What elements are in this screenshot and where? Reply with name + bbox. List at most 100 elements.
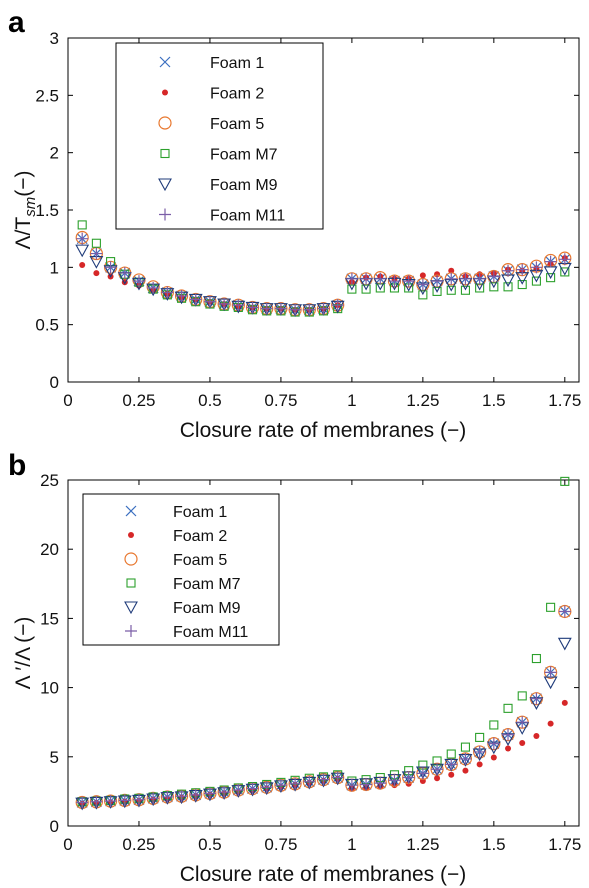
legend-label: Foam M11 <box>210 208 285 225</box>
x-tick-label: 1.5 <box>482 391 506 410</box>
x-axis-label-a: Closure rate of membranes (−) <box>180 419 467 442</box>
data-point <box>289 303 302 316</box>
data-point <box>402 275 415 288</box>
legend-b: Foam 1 Foam 2 Foam 5 Foam M7 Foam M9 Foam M11 <box>82 493 280 646</box>
data-point <box>218 786 231 799</box>
data-point <box>459 272 472 285</box>
data-point <box>76 796 89 809</box>
y-tick-label: 2.5 <box>35 86 59 105</box>
data-point <box>331 299 344 312</box>
legend-label: Foam M11 <box>173 624 248 641</box>
data-point <box>544 255 557 268</box>
data-point <box>503 703 513 713</box>
legend-label: Foam M9 <box>210 177 278 194</box>
data-point <box>118 267 131 280</box>
x-tick-label: 0.5 <box>198 835 222 854</box>
data-point <box>189 788 202 801</box>
data-point <box>203 295 216 308</box>
data-point <box>175 790 188 803</box>
x-tick-label: 1.75 <box>548 835 581 854</box>
data-point <box>546 273 556 283</box>
data-point <box>516 716 529 729</box>
legend-a: Foam 1 Foam 2 Foam 5 Foam M7 Foam M9 Foam M11 <box>115 42 324 230</box>
y-tick-label: 1 <box>50 258 59 277</box>
legend-label: Foam 5 <box>210 116 264 133</box>
axis-ticks-b: 0 0.25 0.5 0.75 1 1.25 1.5 1.75 0 5 10 15 20 25 <box>40 471 581 854</box>
data-point <box>246 782 259 795</box>
data-points-a <box>75 220 572 317</box>
data-point <box>317 302 330 315</box>
data-point <box>502 264 515 277</box>
legend-label: Foam M7 <box>210 147 278 164</box>
x-tick-label: 1.25 <box>406 835 439 854</box>
y-tick-label: 1.5 <box>35 201 59 220</box>
data-point <box>531 276 541 286</box>
chart-panel-a: a 0 0.25 0.5 0.75 1 1.25 1.5 1.7500.511.522.53 … <box>8 6 581 442</box>
data-point <box>388 774 401 787</box>
data-point <box>558 605 571 618</box>
data-point <box>388 275 401 288</box>
data-point <box>274 302 287 315</box>
data-point <box>331 771 344 784</box>
data-point <box>274 779 287 792</box>
data-point <box>415 766 430 780</box>
y-tick-label: 20 <box>40 540 59 559</box>
data-point <box>289 777 302 790</box>
legend-marker <box>126 578 136 588</box>
data-point <box>516 263 529 276</box>
data-point <box>189 293 202 306</box>
data-point <box>473 745 486 758</box>
data-point <box>147 281 160 294</box>
data-point <box>416 767 429 780</box>
legend-marker <box>124 601 138 615</box>
data-point <box>448 771 455 778</box>
x-tick-label: 0.75 <box>264 835 297 854</box>
data-point <box>361 284 371 294</box>
legend-box-b <box>82 493 280 646</box>
data-point <box>416 278 429 291</box>
data-point <box>360 272 373 285</box>
data-point <box>530 261 543 274</box>
data-point <box>161 790 174 803</box>
data-point <box>147 792 160 805</box>
data-point <box>232 299 245 312</box>
series-foam-m11 <box>76 232 571 316</box>
panel-label-b: b <box>8 449 26 482</box>
data-point <box>345 779 358 792</box>
legend-marker <box>162 89 168 96</box>
data-point <box>303 775 316 788</box>
series-foam-m11 <box>76 605 571 809</box>
data-point <box>104 795 117 808</box>
legend-marker <box>158 116 172 130</box>
chart-panel-b: b 0 0.25 0.5 0.75 1 1.25 1.5 1.75 0 5 10 15 20 25 Clo… <box>8 449 581 886</box>
y-axis-label-sub-a: sm <box>22 197 39 217</box>
data-point <box>317 773 330 786</box>
x-tick-label: 1 <box>347 835 356 854</box>
data-point <box>132 793 145 806</box>
data-point <box>360 778 373 791</box>
data-point <box>402 771 415 784</box>
data-point <box>547 720 554 727</box>
y-tick-label: 2 <box>50 144 59 163</box>
data-point <box>487 270 500 283</box>
x-tick-label: 0.5 <box>198 391 222 410</box>
data-point <box>517 279 527 290</box>
panel-label-a: a <box>8 6 25 39</box>
data-point <box>445 272 458 285</box>
legend-box-a <box>115 42 324 230</box>
data-point <box>517 691 527 701</box>
legend-label: Foam 5 <box>173 552 227 569</box>
data-point <box>118 794 131 807</box>
data-point <box>505 745 512 752</box>
data-point <box>446 285 456 295</box>
data-point <box>490 754 497 761</box>
data-point <box>345 272 358 285</box>
y-tick-label: 0 <box>50 373 59 392</box>
data-point <box>460 742 470 752</box>
data-point <box>448 267 455 274</box>
data-point <box>104 261 117 274</box>
x-axis-label-b: Closure rate of membranes (−) <box>180 863 467 886</box>
y-axis-label-tail-b: (−) <box>12 617 35 643</box>
y-tick-label: 3 <box>50 29 59 48</box>
y-axis-label-a: Λ/Tsm(−) <box>12 171 39 250</box>
